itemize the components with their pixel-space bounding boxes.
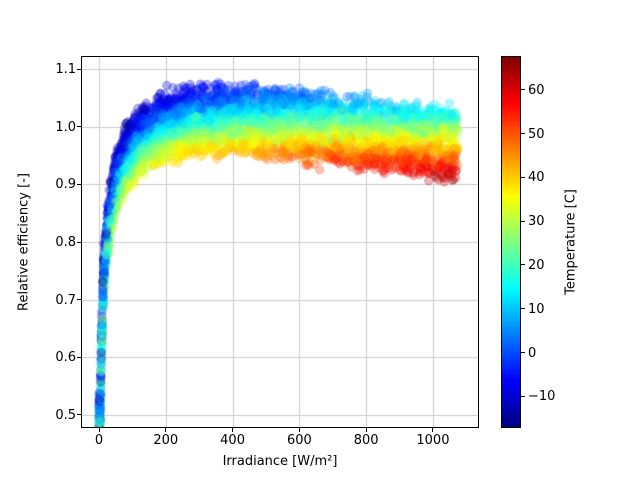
y-axis-tick-label: 1.0 — [55, 119, 76, 135]
colorbar-tick-label: 50 — [528, 126, 545, 142]
y-axis-tick — [77, 68, 81, 70]
x-axis-tick — [165, 428, 167, 432]
colorbar-tick-label: 30 — [528, 214, 545, 230]
colorbar-tick-label: 60 — [528, 82, 545, 98]
colorbar-tick — [521, 220, 525, 222]
colorbar-tick — [521, 176, 525, 178]
y-axis-label: Relative efficiency [-] — [16, 173, 32, 311]
y-axis-tick-label: 0.7 — [55, 292, 76, 308]
y-axis-tick — [77, 183, 81, 185]
x-axis-tick — [365, 428, 367, 432]
x-axis-tick-label: 200 — [153, 433, 179, 448]
colorbar-tick — [521, 133, 525, 135]
colorbar-tick-label: −10 — [528, 389, 556, 405]
y-axis-tick-label: 0.5 — [55, 407, 76, 423]
x-axis-tick-label: 1000 — [416, 433, 450, 448]
x-axis-label: Irradiance [W/m²] — [222, 454, 338, 469]
y-axis-tick — [77, 126, 81, 128]
y-axis-tick — [77, 241, 81, 243]
scatter-canvas — [82, 57, 478, 427]
colorbar-tick-label: 0 — [528, 345, 537, 361]
x-axis-tick-label: 800 — [353, 433, 379, 448]
colorbar — [501, 56, 521, 428]
colorbar-tick-label: 40 — [528, 170, 545, 186]
y-axis-tick — [77, 414, 81, 416]
x-axis-tick — [98, 428, 100, 432]
y-axis-tick-label: 0.6 — [55, 350, 76, 366]
y-axis-tick — [77, 299, 81, 301]
x-axis-tick — [432, 428, 434, 432]
colorbar-tick — [521, 308, 525, 310]
colorbar-tick — [521, 264, 525, 266]
x-axis-tick-label: 400 — [220, 433, 245, 448]
y-axis-tick — [77, 356, 81, 358]
x-axis-tick-label: 600 — [286, 433, 312, 448]
y-axis-tick-label: 0.8 — [55, 235, 76, 250]
colorbar-label: Temperature [C] — [563, 189, 579, 295]
x-axis-tick — [232, 428, 234, 432]
colorbar-gradient-canvas — [502, 57, 520, 427]
colorbar-tick — [521, 395, 525, 397]
colorbar-tick-label: 20 — [528, 257, 545, 273]
colorbar-tick — [521, 352, 525, 354]
colorbar-tick-label: 10 — [528, 301, 545, 317]
x-axis-tick-label: 0 — [94, 433, 104, 448]
x-axis-tick — [298, 428, 300, 432]
y-axis-tick-label: 0.9 — [55, 177, 76, 193]
y-axis-tick-label: 1.1 — [55, 62, 76, 78]
colorbar-tick — [521, 89, 525, 91]
plot-area — [81, 56, 479, 428]
